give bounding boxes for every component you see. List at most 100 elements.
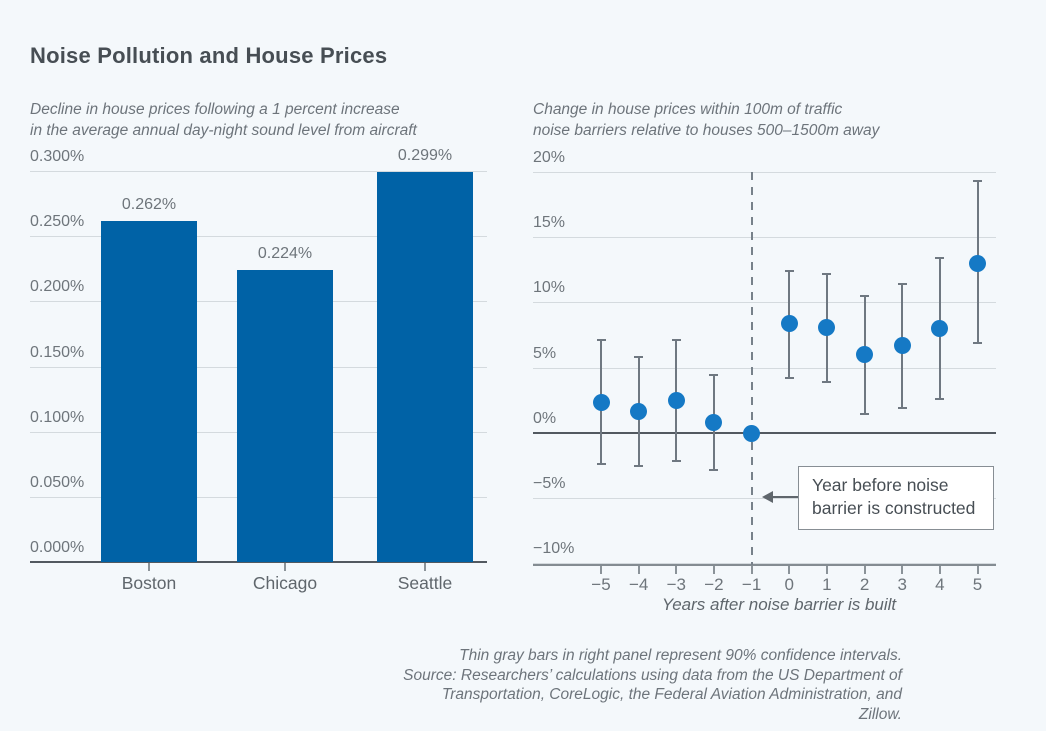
axis-tick (600, 566, 602, 574)
caption-line3: Transportation, CoreLogic, the Federal A… (441, 686, 902, 723)
y-axis-tick-label: 15% (533, 214, 566, 232)
confidence-interval-cap-top (973, 180, 982, 183)
grid-line (30, 236, 487, 238)
x-axis-category-label: Chicago (252, 573, 318, 593)
axis-tick (675, 566, 678, 574)
confidence-interval-cap-top (709, 374, 719, 377)
y-axis-tick-label: −10% (533, 539, 575, 557)
axis-tick (424, 563, 426, 571)
data-point (743, 425, 761, 443)
x-axis-tick-label: 1 (822, 575, 832, 594)
confidence-interval-cap-bottom (784, 376, 794, 379)
x-axis-tick-label: 2 (859, 575, 870, 594)
x-axis-tick-label: −5 (591, 575, 611, 594)
reference-dashed-line (750, 172, 753, 565)
bar-chart-subtitle-line2: in the average annual day-night sound le… (30, 122, 417, 139)
caption-line2: Source: Researchers’ calculations using … (403, 666, 902, 684)
bar-value-label: 0.224% (257, 245, 313, 263)
annotation-line2: barrier is constructed (812, 498, 976, 518)
grid-line (30, 171, 487, 172)
axis-tick (148, 563, 150, 571)
y-axis-tick-label: 20% (533, 149, 566, 167)
x-axis-category-label: Boston (121, 573, 177, 593)
bar-value-label: 0.262% (121, 195, 177, 213)
annotation-arrow-head (762, 491, 773, 503)
confidence-interval-cap-top (897, 283, 907, 286)
axis-tick (750, 566, 753, 574)
grid-line (533, 367, 996, 369)
confidence-interval-cap-bottom (860, 413, 870, 416)
confidence-interval-cap-bottom (973, 341, 982, 344)
data-point (818, 318, 836, 336)
data-point (592, 394, 610, 412)
bar-boston (101, 220, 197, 562)
data-point (780, 314, 798, 332)
confidence-interval-cap-top (671, 339, 681, 342)
confidence-interval-cap-bottom (709, 469, 719, 472)
y-axis-tick-label: 0% (533, 409, 557, 427)
confidence-interval-cap-top (634, 356, 644, 359)
y-axis-tick-label: −5% (533, 474, 566, 492)
bar-chart-subtitle-line1: Decline in house prices following a 1 pe… (30, 101, 400, 118)
data-point (705, 413, 723, 431)
axis-tick (901, 566, 904, 574)
confidence-interval-cap-bottom (897, 406, 907, 409)
data-point (856, 345, 874, 363)
grid-line (533, 431, 996, 434)
y-axis-tick-label: 0.300% (30, 148, 85, 165)
grid-line (533, 562, 996, 564)
x-axis-tick-label: 4 (935, 575, 945, 594)
y-axis-tick-label: 0.000% (30, 539, 85, 556)
confidence-interval-cap-bottom (596, 462, 606, 465)
x-axis-tick-label: −3 (666, 575, 686, 594)
data-point (931, 319, 949, 337)
y-axis-tick-label: 0.200% (30, 278, 85, 296)
page-title: Noise Pollution and House Prices (30, 42, 388, 68)
axis-tick (637, 566, 640, 574)
confidence-interval-cap-top (596, 339, 606, 342)
scatter-chart-subtitle-line1: Change in house prices within 100m of tr… (533, 101, 843, 118)
data-point (667, 391, 685, 409)
source-caption: Thin gray bars in right panel represent … (400, 646, 902, 724)
confidence-interval-cap-top (860, 294, 870, 297)
confidence-interval-cap-top (935, 257, 945, 260)
confidence-interval-cap-bottom (935, 397, 945, 400)
scatter-chart-subtitle-line2: noise barriers relative to houses 500–15… (533, 122, 880, 139)
x-axis-category-label: Seattle (397, 573, 453, 593)
x-axis-tick-label: 3 (897, 575, 907, 594)
bar-value-label: 0.299% (397, 147, 453, 165)
caption-line1: Thin gray bars in right panel represent … (459, 647, 902, 664)
bar-chicago (237, 270, 333, 562)
y-axis-tick-label: 0.150% (30, 343, 85, 361)
y-axis-tick-label: 0.100% (30, 408, 85, 426)
annotation-arrow-shaft (772, 496, 798, 498)
axis-tick (712, 566, 715, 574)
axis-tick (284, 563, 286, 571)
axis-tick (863, 566, 866, 574)
x-axis-tick-label: 5 (972, 575, 983, 594)
y-axis-tick-label: 0.050% (30, 473, 85, 491)
axis-tick (976, 566, 979, 574)
data-point (969, 254, 986, 272)
x-axis-line (533, 564, 996, 566)
data-point (630, 403, 648, 421)
axis-tick (938, 566, 941, 574)
confidence-interval-cap-bottom (671, 460, 681, 463)
confidence-interval-cap-top (784, 270, 794, 273)
axis-tick (788, 566, 791, 574)
grid-line (533, 237, 996, 239)
scatter-x-axis-title: Years after noise barrier is built (661, 595, 897, 614)
y-axis-tick-label: 5% (533, 344, 557, 362)
grid-line (533, 302, 996, 304)
x-axis-tick-label: −4 (628, 575, 649, 594)
bar-chart-subtitle: Decline in house prices following a 1 pe… (30, 99, 417, 141)
x-axis-tick-label: −1 (741, 575, 762, 594)
confidence-interval-cap-top (822, 272, 832, 275)
x-axis-tick-label: −2 (704, 575, 724, 594)
confidence-interval-cap-bottom (634, 465, 644, 468)
y-axis-tick-label: 10% (533, 279, 566, 297)
confidence-interval-cap-bottom (822, 380, 832, 383)
y-axis-tick-label: 0.250% (30, 213, 85, 231)
grid-line (533, 172, 996, 174)
